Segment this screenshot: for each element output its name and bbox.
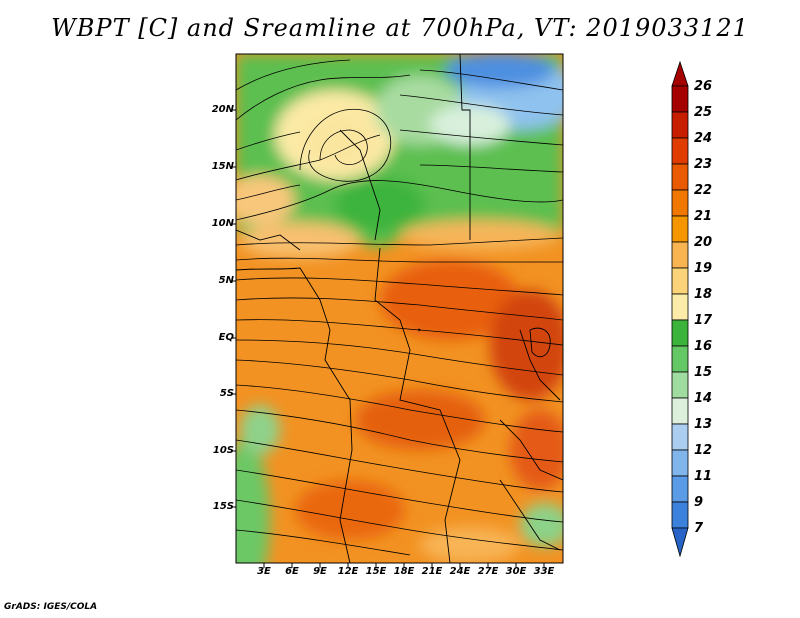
axis-ticks	[231, 109, 545, 568]
colorbar-label-25: 25	[694, 105, 713, 120]
lat-label-15N: 15N	[211, 161, 234, 172]
wbpt-field	[236, 54, 563, 563]
colorbar-label-13: 13	[694, 417, 713, 432]
lon-label-21E: 21E	[421, 566, 443, 577]
colorbar-label-24: 24	[694, 131, 713, 146]
lon-label-12E: 12E	[337, 566, 359, 577]
country-borders	[236, 54, 563, 563]
lon-label-33E: 33E	[533, 566, 555, 577]
lon-label-18E: 18E	[393, 566, 415, 577]
colorbar-label-17: 17	[694, 313, 713, 328]
lat-label-10S: 10S	[212, 445, 234, 456]
colorbar-top-triangle	[671, 60, 689, 87]
colorbar-label-14: 14	[694, 391, 713, 406]
colorbar-label-23: 23	[694, 157, 713, 172]
lat-label-5N: 5N	[218, 275, 234, 286]
colorbar-label-12: 12	[694, 443, 713, 458]
colorbar-label-26: 26	[694, 79, 713, 94]
colorbar-label-11: 11	[694, 469, 713, 484]
colorbar-bottom-triangle	[671, 527, 689, 558]
colorbar-label-20: 20	[694, 235, 713, 250]
colorbar-label-7: 7	[694, 521, 704, 536]
lon-label-30E: 30E	[505, 566, 527, 577]
colorbar-label-9: 9	[694, 495, 704, 510]
lat-label-5S: 5S	[219, 388, 234, 399]
plot-frame	[235, 53, 564, 564]
colorbar-label-16: 16	[694, 339, 713, 354]
lon-label-15E: 15E	[365, 566, 387, 577]
map-title: WBPT [C] and Sreamline at 700hPa, VT: 20…	[51, 14, 749, 42]
lon-label-3E: 3E	[257, 566, 271, 577]
lon-label-24E: 24E	[449, 566, 471, 577]
colorbar-label-19: 19	[694, 261, 713, 276]
colorbar-label-21: 21	[694, 209, 713, 224]
streamlines	[236, 59, 563, 556]
colorbar-label-18: 18	[694, 287, 713, 302]
lon-label-9E: 9E	[313, 566, 327, 577]
lat-label-15S: 15S	[212, 501, 234, 512]
grads-credit: GrADS: IGES/COLA	[4, 602, 98, 612]
colorbar	[671, 60, 689, 558]
lat-label-10N: 10N	[211, 218, 234, 229]
colorbar-label-22: 22	[694, 183, 713, 198]
lon-label-6E: 6E	[285, 566, 299, 577]
lat-label-EQ: EQ	[218, 332, 234, 343]
lat-label-20N: 20N	[211, 104, 234, 115]
lon-label-27E: 27E	[477, 566, 499, 577]
colorbar-label-15: 15	[694, 365, 713, 380]
